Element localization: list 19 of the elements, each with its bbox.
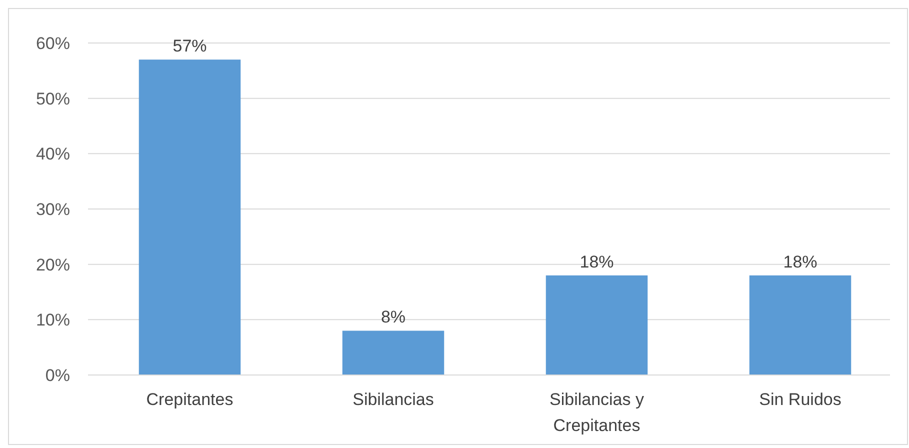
y-tick-label: 0% bbox=[45, 366, 70, 385]
data-label: 57% bbox=[172, 36, 207, 56]
y-tick-label: 10% bbox=[36, 310, 70, 330]
x-tick-label: Sibilancias bbox=[352, 390, 434, 409]
y-tick-label: 50% bbox=[36, 89, 70, 108]
bar bbox=[546, 275, 648, 375]
y-tick-label: 30% bbox=[36, 200, 70, 219]
y-tick-label: 40% bbox=[36, 144, 70, 164]
x-tick-label: Sibilancias y Crepitantes bbox=[550, 390, 644, 435]
data-label: 18% bbox=[783, 252, 818, 272]
x-tick-label: Sin Ruidos bbox=[759, 390, 842, 409]
bar bbox=[342, 330, 444, 375]
y-tick-label: 20% bbox=[36, 255, 70, 274]
data-label: 18% bbox=[580, 252, 614, 272]
y-tick-label: 60% bbox=[36, 34, 70, 53]
x-tick-label: Crepitantes bbox=[146, 390, 234, 409]
bar bbox=[138, 60, 241, 375]
data-label: 8% bbox=[380, 308, 406, 327]
bar bbox=[749, 275, 852, 375]
